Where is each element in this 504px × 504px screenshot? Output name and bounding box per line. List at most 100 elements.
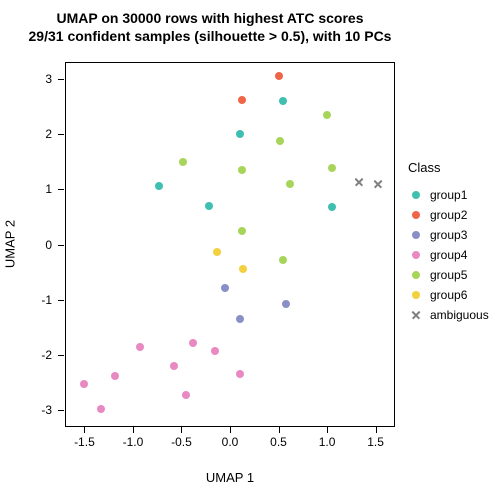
title-line-2: 29/31 confident samples (silhouette > 0.… bbox=[0, 28, 420, 46]
dot-icon bbox=[221, 284, 229, 292]
dot-icon bbox=[412, 211, 420, 219]
x-tick bbox=[133, 427, 134, 433]
dot-icon bbox=[170, 362, 178, 370]
data-point bbox=[221, 284, 229, 292]
x-tick-label: -1.0 bbox=[123, 435, 144, 449]
y-tick bbox=[58, 410, 64, 411]
dot-icon bbox=[213, 248, 221, 256]
y-tick-label: -1 bbox=[30, 293, 52, 307]
dot-icon bbox=[412, 231, 420, 239]
dot-icon bbox=[323, 111, 331, 119]
data-point bbox=[179, 158, 187, 166]
legend-swatch bbox=[408, 287, 424, 303]
legend-label: group1 bbox=[430, 188, 467, 202]
x-tick bbox=[181, 427, 182, 433]
dot-icon bbox=[182, 391, 190, 399]
y-tick bbox=[58, 245, 64, 246]
legend-swatch bbox=[408, 307, 424, 323]
legend-item-ambiguous: ambiguous bbox=[408, 305, 489, 325]
y-tick bbox=[58, 355, 64, 356]
data-point bbox=[97, 405, 105, 413]
y-axis-label: UMAP 2 bbox=[3, 220, 18, 268]
dot-icon bbox=[155, 182, 163, 190]
legend-label: group2 bbox=[430, 208, 467, 222]
dot-icon bbox=[189, 339, 197, 347]
dot-icon bbox=[238, 96, 246, 104]
dot-icon bbox=[238, 166, 246, 174]
chart-container: UMAP on 30000 rows with highest ATC scor… bbox=[0, 0, 504, 504]
dot-icon bbox=[205, 202, 213, 210]
y-tick bbox=[58, 79, 64, 80]
data-point bbox=[282, 300, 290, 308]
data-point bbox=[155, 182, 163, 190]
dot-icon bbox=[279, 256, 287, 264]
legend-label: group6 bbox=[430, 288, 467, 302]
data-point bbox=[276, 137, 284, 145]
data-point bbox=[238, 227, 246, 235]
legend-item-group6: group6 bbox=[408, 285, 489, 305]
data-point bbox=[328, 164, 336, 172]
chart-title: UMAP on 30000 rows with highest ATC scor… bbox=[0, 10, 420, 45]
y-tick bbox=[58, 134, 64, 135]
x-tick-label: 0.5 bbox=[270, 435, 287, 449]
dot-icon bbox=[328, 203, 336, 211]
data-point bbox=[205, 202, 213, 210]
data-point bbox=[323, 111, 331, 119]
legend: Class group1 group2 group3 group4 group5 grou… bbox=[408, 160, 489, 325]
dot-icon bbox=[239, 265, 247, 273]
y-tick-label: 3 bbox=[30, 72, 52, 86]
legend-item-group4: group4 bbox=[408, 245, 489, 265]
legend-label: group4 bbox=[430, 248, 467, 262]
x-tick bbox=[279, 427, 280, 433]
x-tick-label: 1.0 bbox=[319, 435, 336, 449]
y-tick-label: 2 bbox=[30, 127, 52, 141]
x-axis-label: UMAP 1 bbox=[206, 470, 254, 485]
dot-icon bbox=[276, 137, 284, 145]
data-point bbox=[236, 315, 244, 323]
dot-icon bbox=[282, 300, 290, 308]
dot-icon bbox=[328, 164, 336, 172]
data-point bbox=[275, 72, 283, 80]
dot-icon bbox=[236, 130, 244, 138]
y-tick-label: -2 bbox=[30, 348, 52, 362]
legend-swatch bbox=[408, 247, 424, 263]
x-tick bbox=[376, 427, 377, 433]
dot-icon bbox=[236, 370, 244, 378]
data-point bbox=[211, 347, 219, 355]
y-tick-label: -3 bbox=[30, 403, 52, 417]
data-point bbox=[182, 391, 190, 399]
legend-title: Class bbox=[408, 160, 489, 175]
legend-swatch bbox=[408, 187, 424, 203]
x-tick bbox=[230, 427, 231, 433]
dot-icon bbox=[412, 251, 420, 259]
cross-icon bbox=[354, 177, 364, 187]
data-point bbox=[111, 372, 119, 380]
dot-icon bbox=[136, 343, 144, 351]
legend-swatch bbox=[408, 227, 424, 243]
legend-item-group2: group2 bbox=[408, 205, 489, 225]
y-tick-label: 0 bbox=[30, 238, 52, 252]
data-point bbox=[328, 203, 336, 211]
cross-icon bbox=[373, 179, 383, 189]
dot-icon bbox=[412, 271, 420, 279]
dot-icon bbox=[286, 180, 294, 188]
legend-label: group5 bbox=[430, 268, 467, 282]
data-point bbox=[279, 256, 287, 264]
legend-swatch bbox=[408, 207, 424, 223]
dot-icon bbox=[238, 227, 246, 235]
data-point bbox=[213, 248, 221, 256]
x-tick-label: -1.5 bbox=[74, 435, 95, 449]
data-point bbox=[238, 166, 246, 174]
dot-icon bbox=[97, 405, 105, 413]
dot-icon bbox=[111, 372, 119, 380]
y-tick bbox=[58, 189, 64, 190]
dot-icon bbox=[80, 380, 88, 388]
data-point bbox=[354, 177, 364, 187]
data-point bbox=[236, 130, 244, 138]
data-point bbox=[279, 97, 287, 105]
legend-label: group3 bbox=[430, 228, 467, 242]
legend-label: ambiguous bbox=[430, 308, 489, 322]
x-tick-label: -0.5 bbox=[171, 435, 192, 449]
x-tick-label: 1.5 bbox=[367, 435, 384, 449]
data-point bbox=[239, 265, 247, 273]
